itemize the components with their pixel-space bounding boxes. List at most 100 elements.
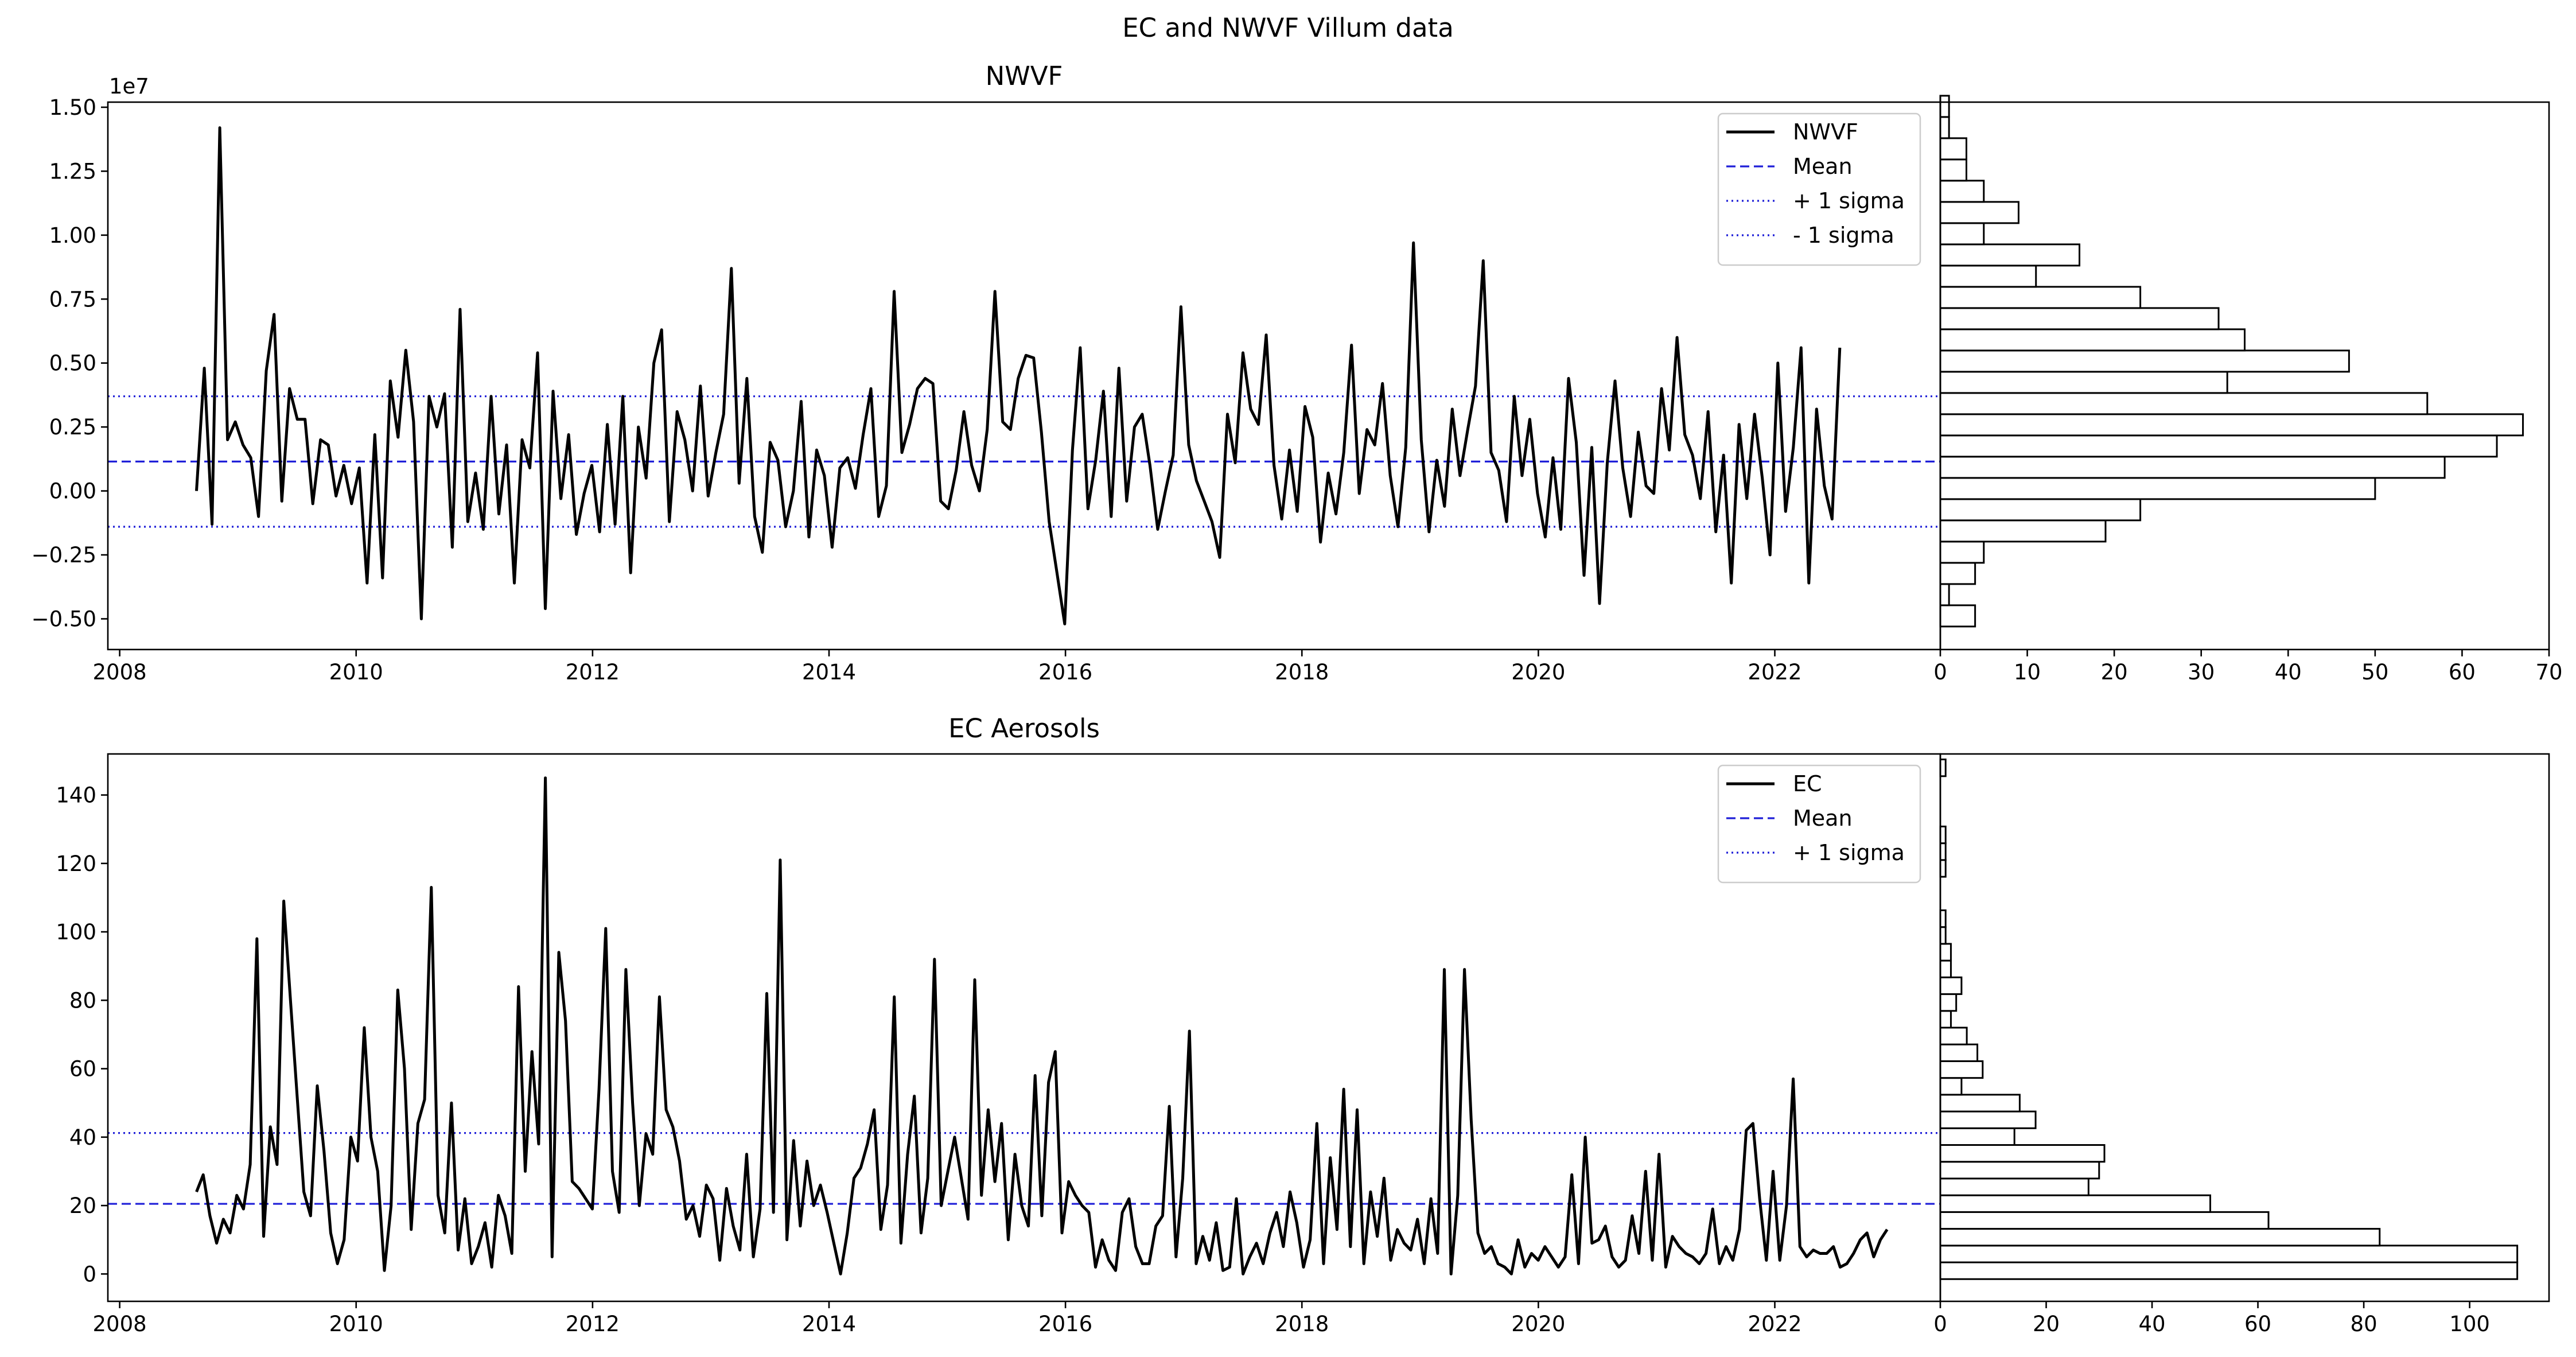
- y-tick-label: −0.50: [32, 607, 96, 632]
- x-tick-label: 2018: [1275, 660, 1329, 685]
- ec-histogram-panel: 0 20 40 60 80 100: [1933, 753, 2550, 1336]
- x-tick-label: 2018: [1275, 1312, 1329, 1336]
- nwvf-offset-label: 1e7: [109, 74, 149, 99]
- histogram-bar: [1939, 604, 1976, 628]
- legend-label: + 1 sigma: [1793, 840, 1905, 865]
- y-tick-label: 20: [69, 1193, 96, 1218]
- x-tick-label: 2016: [1038, 660, 1092, 685]
- x-tick-label: 40: [2138, 1312, 2165, 1336]
- histogram-bar: [1939, 307, 2220, 330]
- legend-label: NWVF: [1793, 119, 1858, 145]
- plot-frame: [1939, 753, 2550, 1302]
- y-tick-label: 0.50: [49, 351, 96, 376]
- x-tick-label: 40: [2275, 660, 2302, 685]
- histogram-bar: [1939, 371, 2228, 394]
- y-tick-label: 80: [69, 988, 96, 1013]
- y-tick-label: 0.25: [49, 415, 96, 440]
- x-tick-label: 20: [2101, 660, 2128, 685]
- histogram-bar: [1939, 1177, 2089, 1196]
- histogram-bar: [1939, 519, 2107, 543]
- y-tick-label: −0.25: [32, 543, 96, 567]
- x-tick-label: 0: [1933, 1312, 1947, 1336]
- histogram-bar: [1939, 180, 1985, 203]
- histogram-bar: [1939, 909, 1947, 928]
- plot-frame: [1939, 101, 2550, 651]
- y-tick-label: 1.00: [49, 223, 96, 248]
- x-tick-label: 60: [2244, 1312, 2271, 1336]
- histogram-bar: [1939, 1194, 2212, 1213]
- x-tick-label: 60: [2449, 660, 2476, 685]
- x-tick-label: 80: [2351, 1312, 2377, 1336]
- histogram-bar: [1939, 1245, 2519, 1263]
- histogram-bar: [1939, 1010, 1952, 1029]
- histogram-bar: [1939, 759, 1947, 777]
- histogram-bar: [1939, 265, 2037, 288]
- series-line-ec: [195, 776, 1889, 1276]
- y-tick-label: 100: [56, 920, 96, 944]
- x-tick-label: 2020: [1511, 660, 1565, 685]
- histogram-bar: [1939, 943, 1952, 962]
- histogram-bar: [1939, 116, 1950, 139]
- y-tick-label: 0: [83, 1262, 96, 1286]
- x-tick-label: 10: [2014, 660, 2041, 685]
- y-tick-label: 1.25: [49, 159, 96, 184]
- legend-label: + 1 sigma: [1793, 188, 1905, 213]
- legend-label: - 1 sigma: [1793, 223, 1894, 248]
- histogram-bar: [1939, 158, 1967, 182]
- legend: EC Mean + 1 sigma: [1717, 764, 1921, 884]
- series-line-nwvf: [195, 126, 1842, 625]
- histogram-bar: [1939, 222, 1985, 246]
- x-tick-label: 2014: [802, 1312, 856, 1336]
- histogram-bar: [1939, 137, 1967, 161]
- histogram-bar: [1939, 1211, 2270, 1230]
- histogram-bar: [1939, 498, 2142, 522]
- nwvf-panel-title: NWVF: [986, 61, 1063, 91]
- legend-label: Mean: [1793, 806, 1853, 831]
- y-tick-label: 120: [56, 851, 96, 876]
- nwvf-line-panel: 2008 2010 2012 2014 2016 2018 2020 2022 −0.50 −0.…: [32, 95, 1941, 685]
- histogram-bar: [1939, 286, 2142, 309]
- x-tick-label: 2012: [566, 660, 620, 685]
- histogram-bar: [1939, 959, 1952, 978]
- histogram-bar: [1939, 456, 2446, 479]
- histogram-bar: [1939, 1094, 2021, 1113]
- histogram-bar: [1939, 1127, 2015, 1146]
- histogram-bar: [1939, 842, 1947, 861]
- histogram-bar: [1939, 1228, 2381, 1247]
- histogram-bar: [1939, 328, 2246, 352]
- histogram-bar: [1939, 993, 1958, 1012]
- histogram-bar: [1939, 1027, 1968, 1045]
- histogram-bar: [1939, 825, 1947, 845]
- x-tick-label: 2010: [329, 660, 383, 685]
- x-tick-label: 2022: [1748, 1312, 1801, 1336]
- histogram-bar: [1939, 1110, 2037, 1129]
- y-tick-label: 40: [69, 1125, 96, 1150]
- histogram-bar: [1939, 976, 1963, 996]
- histogram-bar: [1939, 1144, 2106, 1163]
- x-tick-label: 20: [2033, 1312, 2060, 1336]
- histogram-bar: [1939, 477, 2376, 500]
- histogram-bar: [1939, 583, 1950, 606]
- histogram-bar: [1939, 1261, 2519, 1280]
- legend-label: Mean: [1793, 154, 1853, 179]
- x-tick-label: 2008: [93, 1312, 147, 1336]
- x-tick-label: 100: [2449, 1312, 2490, 1336]
- histogram-bar: [1939, 1060, 1984, 1079]
- plot-frame: [107, 753, 1941, 1302]
- histogram-bar: [1939, 859, 1947, 878]
- histogram-bar: [1939, 243, 2081, 267]
- x-tick-label: 30: [2188, 660, 2215, 685]
- legend-frame: [1717, 112, 1921, 266]
- y-tick-label: 1.50: [49, 95, 96, 120]
- y-tick-label: 60: [69, 1057, 96, 1082]
- y-tick-label: 140: [56, 783, 96, 808]
- histogram-bar: [1939, 95, 1950, 118]
- legend: NWVF Mean + 1 sigma - 1 sigma: [1717, 112, 1921, 266]
- histogram-bar: [1939, 541, 1985, 564]
- histogram-bar: [1939, 1043, 1979, 1062]
- histogram-bar: [1939, 1077, 1963, 1096]
- histogram-bar: [1939, 413, 2524, 437]
- histogram-bar: [1939, 562, 1976, 585]
- figure-title: EC and NWVF Villum data: [1122, 13, 1454, 43]
